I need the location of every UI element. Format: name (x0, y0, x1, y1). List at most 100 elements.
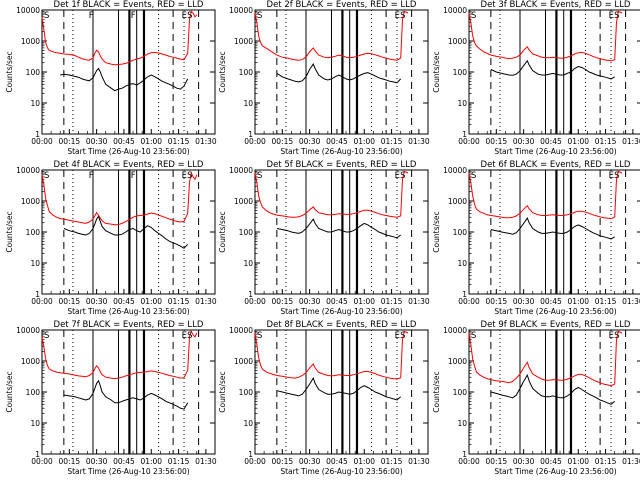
x-tick-label: 01:00 (567, 137, 589, 146)
y-tick-label: 10 (30, 99, 40, 108)
y-tick-label: 100 (453, 228, 468, 237)
flag-letter: S (44, 11, 49, 21)
panel-title: Det 9f BLACK = Events, RED = LLD (481, 320, 631, 330)
y-tick-label: 1000 (21, 197, 40, 206)
series-lld-line (254, 330, 409, 380)
flag-letter: S (44, 331, 49, 341)
x-tick-label: 01:15 (168, 297, 190, 306)
panel-title: Det 1f BLACK = Events, RED = LLD (54, 0, 204, 10)
x-tick-label: 00:30 (299, 137, 321, 146)
flag-letter: E (182, 11, 187, 21)
y-tick-label: 1000 (234, 37, 253, 46)
x-tick-label: 00:00 (244, 297, 266, 306)
y-tick-label: 10 (457, 99, 467, 108)
x-tick-label: 01:00 (567, 297, 589, 306)
x-tick-label: 00:15 (486, 457, 508, 466)
detector-panel-6: Det 6f BLACK = Events, RED = LLD 1 10 100 10… (432, 160, 640, 316)
detector-panel-8: Det 8f BLACK = Events, RED = LLD 1 10 100 10… (218, 320, 430, 476)
x-tick-label: 01:00 (353, 297, 375, 306)
panel-title: Det 5f BLACK = Events, RED = LLD (267, 160, 417, 170)
y-tick-label: 1000 (448, 197, 467, 206)
flag-letter: E (609, 171, 614, 181)
x-tick-label: 00:45 (540, 137, 562, 146)
x-tick-label: 00:15 (59, 457, 81, 466)
flag-letter: E (609, 11, 614, 21)
detector-panel-7: Det 7f BLACK = Events, RED = LLD 1 10 100 10… (5, 320, 217, 476)
x-tick-label: 00:00 (458, 457, 480, 466)
y-tick-label: 10 (243, 419, 253, 428)
x-tick-label: 00:00 (31, 457, 53, 466)
detector-panel-5: Det 5f BLACK = Events, RED = LLD 1 10 100 10… (218, 160, 430, 316)
panel-title: Det 4f BLACK = Events, RED = LLD (54, 160, 204, 170)
panel-title: Det 6f BLACK = Events, RED = LLD (481, 160, 631, 170)
y-axis-label: Counts/sec (5, 211, 14, 252)
detector-panel-4: Det 4f BLACK = Events, RED = LLD 1 10 100 10… (5, 160, 217, 316)
series-lld-line (468, 10, 623, 62)
series-events-line (276, 376, 402, 401)
x-tick-label: 00:30 (513, 457, 535, 466)
flag-letter: S (614, 11, 619, 21)
y-tick-label: 10000 (16, 326, 40, 335)
x-tick-label: 01:15 (168, 457, 190, 466)
series-lld-line (41, 330, 198, 380)
panel-title: Det 8f BLACK = Events, RED = LLD (267, 320, 417, 330)
y-tick-label: 100 (26, 388, 41, 397)
series-events-line (490, 59, 615, 80)
y-axis-label: Counts/sec (5, 371, 14, 412)
y-tick-label: 100 (239, 388, 254, 397)
x-axis-label: Start Time (26-Aug-10 23:56:00) (494, 147, 616, 156)
x-tick-label: 00:30 (299, 297, 321, 306)
x-tick-label: 00:45 (326, 457, 348, 466)
y-tick-label: 10 (243, 99, 253, 108)
y-tick-label: 1000 (234, 357, 253, 366)
x-tick-label: 00:45 (113, 137, 135, 146)
x-tick-label: 01:30 (408, 297, 430, 306)
series-lld-line (468, 330, 623, 387)
series-lld-line (41, 171, 198, 226)
x-tick-label: 01:30 (195, 297, 217, 306)
flag-letter: S (471, 171, 476, 181)
y-tick-label: 1 (35, 450, 40, 459)
series-events-line (276, 63, 402, 84)
series-events-line (490, 217, 615, 240)
y-tick-label: 10000 (229, 326, 253, 335)
flag-letter: S (257, 331, 262, 341)
flag-letter: E (395, 171, 400, 181)
y-tick-label: 10000 (16, 6, 40, 15)
plot-frame (468, 329, 640, 455)
x-tick-label: 01:00 (567, 457, 589, 466)
x-tick-label: 00:15 (272, 457, 294, 466)
y-tick-label: 1 (462, 290, 467, 299)
x-axis-label: Start Time (26-Aug-10 23:56:00) (67, 307, 189, 316)
x-axis-label: Start Time (26-Aug-10 23:56:00) (494, 307, 616, 316)
y-axis-label: Counts/sec (432, 371, 441, 412)
x-tick-label: 01:30 (195, 137, 217, 146)
detector-panel-3: Det 3f BLACK = Events, RED = LLD 1 10 100 10… (432, 0, 640, 156)
y-tick-label: 1000 (21, 357, 40, 366)
y-tick-label: 10000 (443, 326, 467, 335)
x-tick-label: 01:15 (381, 457, 403, 466)
flag-letter: S (614, 171, 619, 181)
x-tick-label: 00:30 (86, 297, 108, 306)
flag-letter: S (257, 171, 262, 181)
flag-letter: S (187, 11, 192, 21)
detector-panel-9: Det 9f BLACK = Events, RED = LLD 1 10 100 10… (432, 320, 640, 476)
y-tick-label: 10000 (229, 6, 253, 15)
x-tick-label: 01:15 (381, 297, 403, 306)
x-axis-label: Start Time (26-Aug-10 23:56:00) (494, 467, 616, 476)
x-axis-label: Start Time (26-Aug-10 23:56:00) (280, 147, 402, 156)
x-tick-label: 01:00 (353, 457, 375, 466)
x-tick-label: 01:30 (622, 457, 640, 466)
series-events-line (63, 379, 189, 410)
flag-letter: E (182, 331, 187, 341)
flag-letter: S (400, 331, 405, 341)
x-tick-label: 00:45 (326, 297, 348, 306)
series-lld-line (41, 10, 198, 66)
y-tick-label: 1 (35, 130, 40, 139)
y-tick-label: 10000 (443, 6, 467, 15)
x-tick-label: 00:30 (513, 137, 535, 146)
x-tick-label: 00:00 (31, 137, 53, 146)
x-tick-label: 00:00 (458, 297, 480, 306)
y-tick-label: 1 (248, 130, 253, 139)
flag-letter: F (131, 171, 136, 181)
